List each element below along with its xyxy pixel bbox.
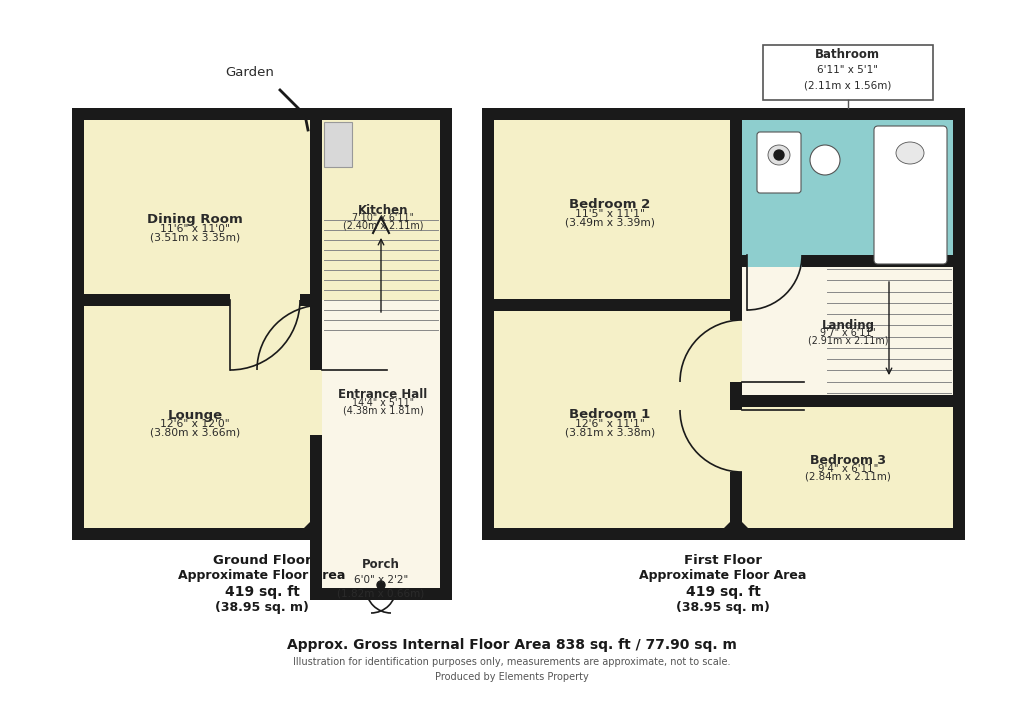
Text: Bedroom 2: Bedroom 2	[569, 199, 650, 212]
Text: (3.49m x 3.39m): (3.49m x 3.39m)	[565, 217, 655, 227]
Ellipse shape	[768, 145, 790, 165]
Text: 12'6" x 11'1": 12'6" x 11'1"	[575, 419, 645, 429]
Bar	[742, 395, 953, 528]
Polygon shape	[947, 522, 965, 540]
Bar	[482, 528, 965, 540]
Text: Produced by Elements Property: Produced by Elements Property	[435, 672, 589, 682]
Text: 6'11" x 5'1": 6'11" x 5'1"	[817, 65, 878, 75]
Bar	[322, 540, 440, 588]
Ellipse shape	[896, 142, 924, 164]
Bar	[730, 395, 965, 407]
Bar	[310, 588, 452, 600]
Bar	[324, 122, 352, 167]
Bar	[322, 120, 440, 300]
Text: Garden: Garden	[225, 67, 274, 80]
Text: (2.40m x 2.11m): (2.40m x 2.11m)	[343, 221, 423, 231]
Text: Porch: Porch	[362, 558, 400, 571]
Text: Approximate Floor Area: Approximate Floor Area	[639, 570, 807, 583]
Text: 14'4" x 5'11": 14'4" x 5'11"	[352, 398, 414, 408]
Text: Landing: Landing	[821, 319, 874, 332]
Text: (38.95 sq. m): (38.95 sq. m)	[676, 601, 770, 614]
Text: (3.81m x 3.38m): (3.81m x 3.38m)	[565, 427, 655, 437]
Text: 419 sq. ft: 419 sq. ft	[685, 585, 761, 599]
Bar	[72, 108, 452, 120]
Bar	[84, 120, 310, 300]
Text: 11'6" x 11'0": 11'6" x 11'0"	[160, 224, 230, 234]
Polygon shape	[712, 522, 730, 540]
Text: (1.82m x 0.66m): (1.82m x 0.66m)	[337, 588, 425, 598]
Text: Ground Floor: Ground Floor	[213, 554, 311, 567]
Bar	[730, 410, 742, 472]
Circle shape	[377, 581, 385, 589]
Polygon shape	[72, 522, 90, 540]
Text: 6'0" x 2'2": 6'0" x 2'2"	[354, 575, 409, 585]
Text: Lounge: Lounge	[168, 408, 222, 422]
Text: (4.38m x 1.81m): (4.38m x 1.81m)	[343, 406, 423, 415]
Text: 11'5" x 11'1": 11'5" x 11'1"	[575, 209, 645, 219]
Text: (3.80m x 3.66m): (3.80m x 3.66m)	[150, 427, 240, 437]
Bar	[322, 528, 440, 540]
Bar	[230, 294, 300, 306]
Text: Bedroom 3: Bedroom 3	[810, 453, 886, 466]
Bar	[310, 540, 322, 600]
Text: Illustration for identification purposes only, measurements are approximate, not: Illustration for identification purposes…	[293, 657, 731, 667]
Bar	[494, 120, 730, 305]
Text: Bathroom: Bathroom	[815, 48, 880, 61]
Text: Approximate Floor Area: Approximate Floor Area	[178, 570, 346, 583]
Text: 12'6" x 12'0": 12'6" x 12'0"	[160, 419, 229, 429]
Bar	[763, 45, 933, 100]
Ellipse shape	[810, 145, 840, 175]
Polygon shape	[310, 582, 328, 600]
Bar	[746, 255, 802, 267]
Bar	[742, 267, 953, 395]
Text: (3.51m x 3.35m): (3.51m x 3.35m)	[150, 232, 240, 242]
Text: 7'10" x 6'11": 7'10" x 6'11"	[352, 213, 414, 223]
Text: Approx. Gross Internal Floor Area 838 sq. ft / 77.90 sq. m: Approx. Gross Internal Floor Area 838 sq…	[287, 638, 737, 652]
Bar	[84, 300, 310, 528]
Text: Kitchen: Kitchen	[357, 203, 409, 216]
FancyBboxPatch shape	[757, 132, 801, 193]
Bar	[310, 370, 322, 435]
Text: (2.84m x 2.11m): (2.84m x 2.11m)	[805, 471, 891, 482]
Text: Bedroom 1: Bedroom 1	[569, 408, 650, 422]
Polygon shape	[434, 582, 452, 600]
Text: (2.11m x 1.56m): (2.11m x 1.56m)	[804, 80, 891, 90]
Text: (38.95 sq. m): (38.95 sq. m)	[215, 601, 309, 614]
Bar	[440, 108, 452, 540]
Bar	[494, 305, 730, 528]
Bar	[730, 255, 965, 267]
Bar	[730, 320, 742, 382]
Bar	[482, 108, 965, 120]
Bar	[72, 108, 84, 540]
Text: 419 sq. ft: 419 sq. ft	[224, 585, 299, 599]
Bar	[482, 299, 742, 311]
Polygon shape	[742, 522, 760, 540]
Polygon shape	[482, 522, 500, 540]
Bar	[324, 122, 352, 167]
Bar	[730, 108, 742, 540]
Polygon shape	[292, 522, 310, 540]
Bar	[953, 108, 965, 540]
FancyBboxPatch shape	[874, 126, 947, 264]
Text: 9'4" x 6'11": 9'4" x 6'11"	[818, 463, 879, 474]
Bar	[742, 120, 953, 255]
Text: Entrance Hall: Entrance Hall	[338, 388, 428, 401]
Bar	[440, 540, 452, 600]
Bar	[310, 108, 322, 540]
Circle shape	[774, 150, 784, 160]
Bar	[322, 300, 440, 528]
Text: Dining Room: Dining Room	[147, 213, 243, 226]
Text: First Floor: First Floor	[684, 554, 762, 567]
Bar	[72, 528, 452, 540]
Bar	[482, 108, 494, 540]
Bar	[72, 294, 310, 306]
Text: 9'7" x 6'11": 9'7" x 6'11"	[820, 328, 876, 338]
Text: (2.91m x 2.11m): (2.91m x 2.11m)	[808, 335, 888, 346]
